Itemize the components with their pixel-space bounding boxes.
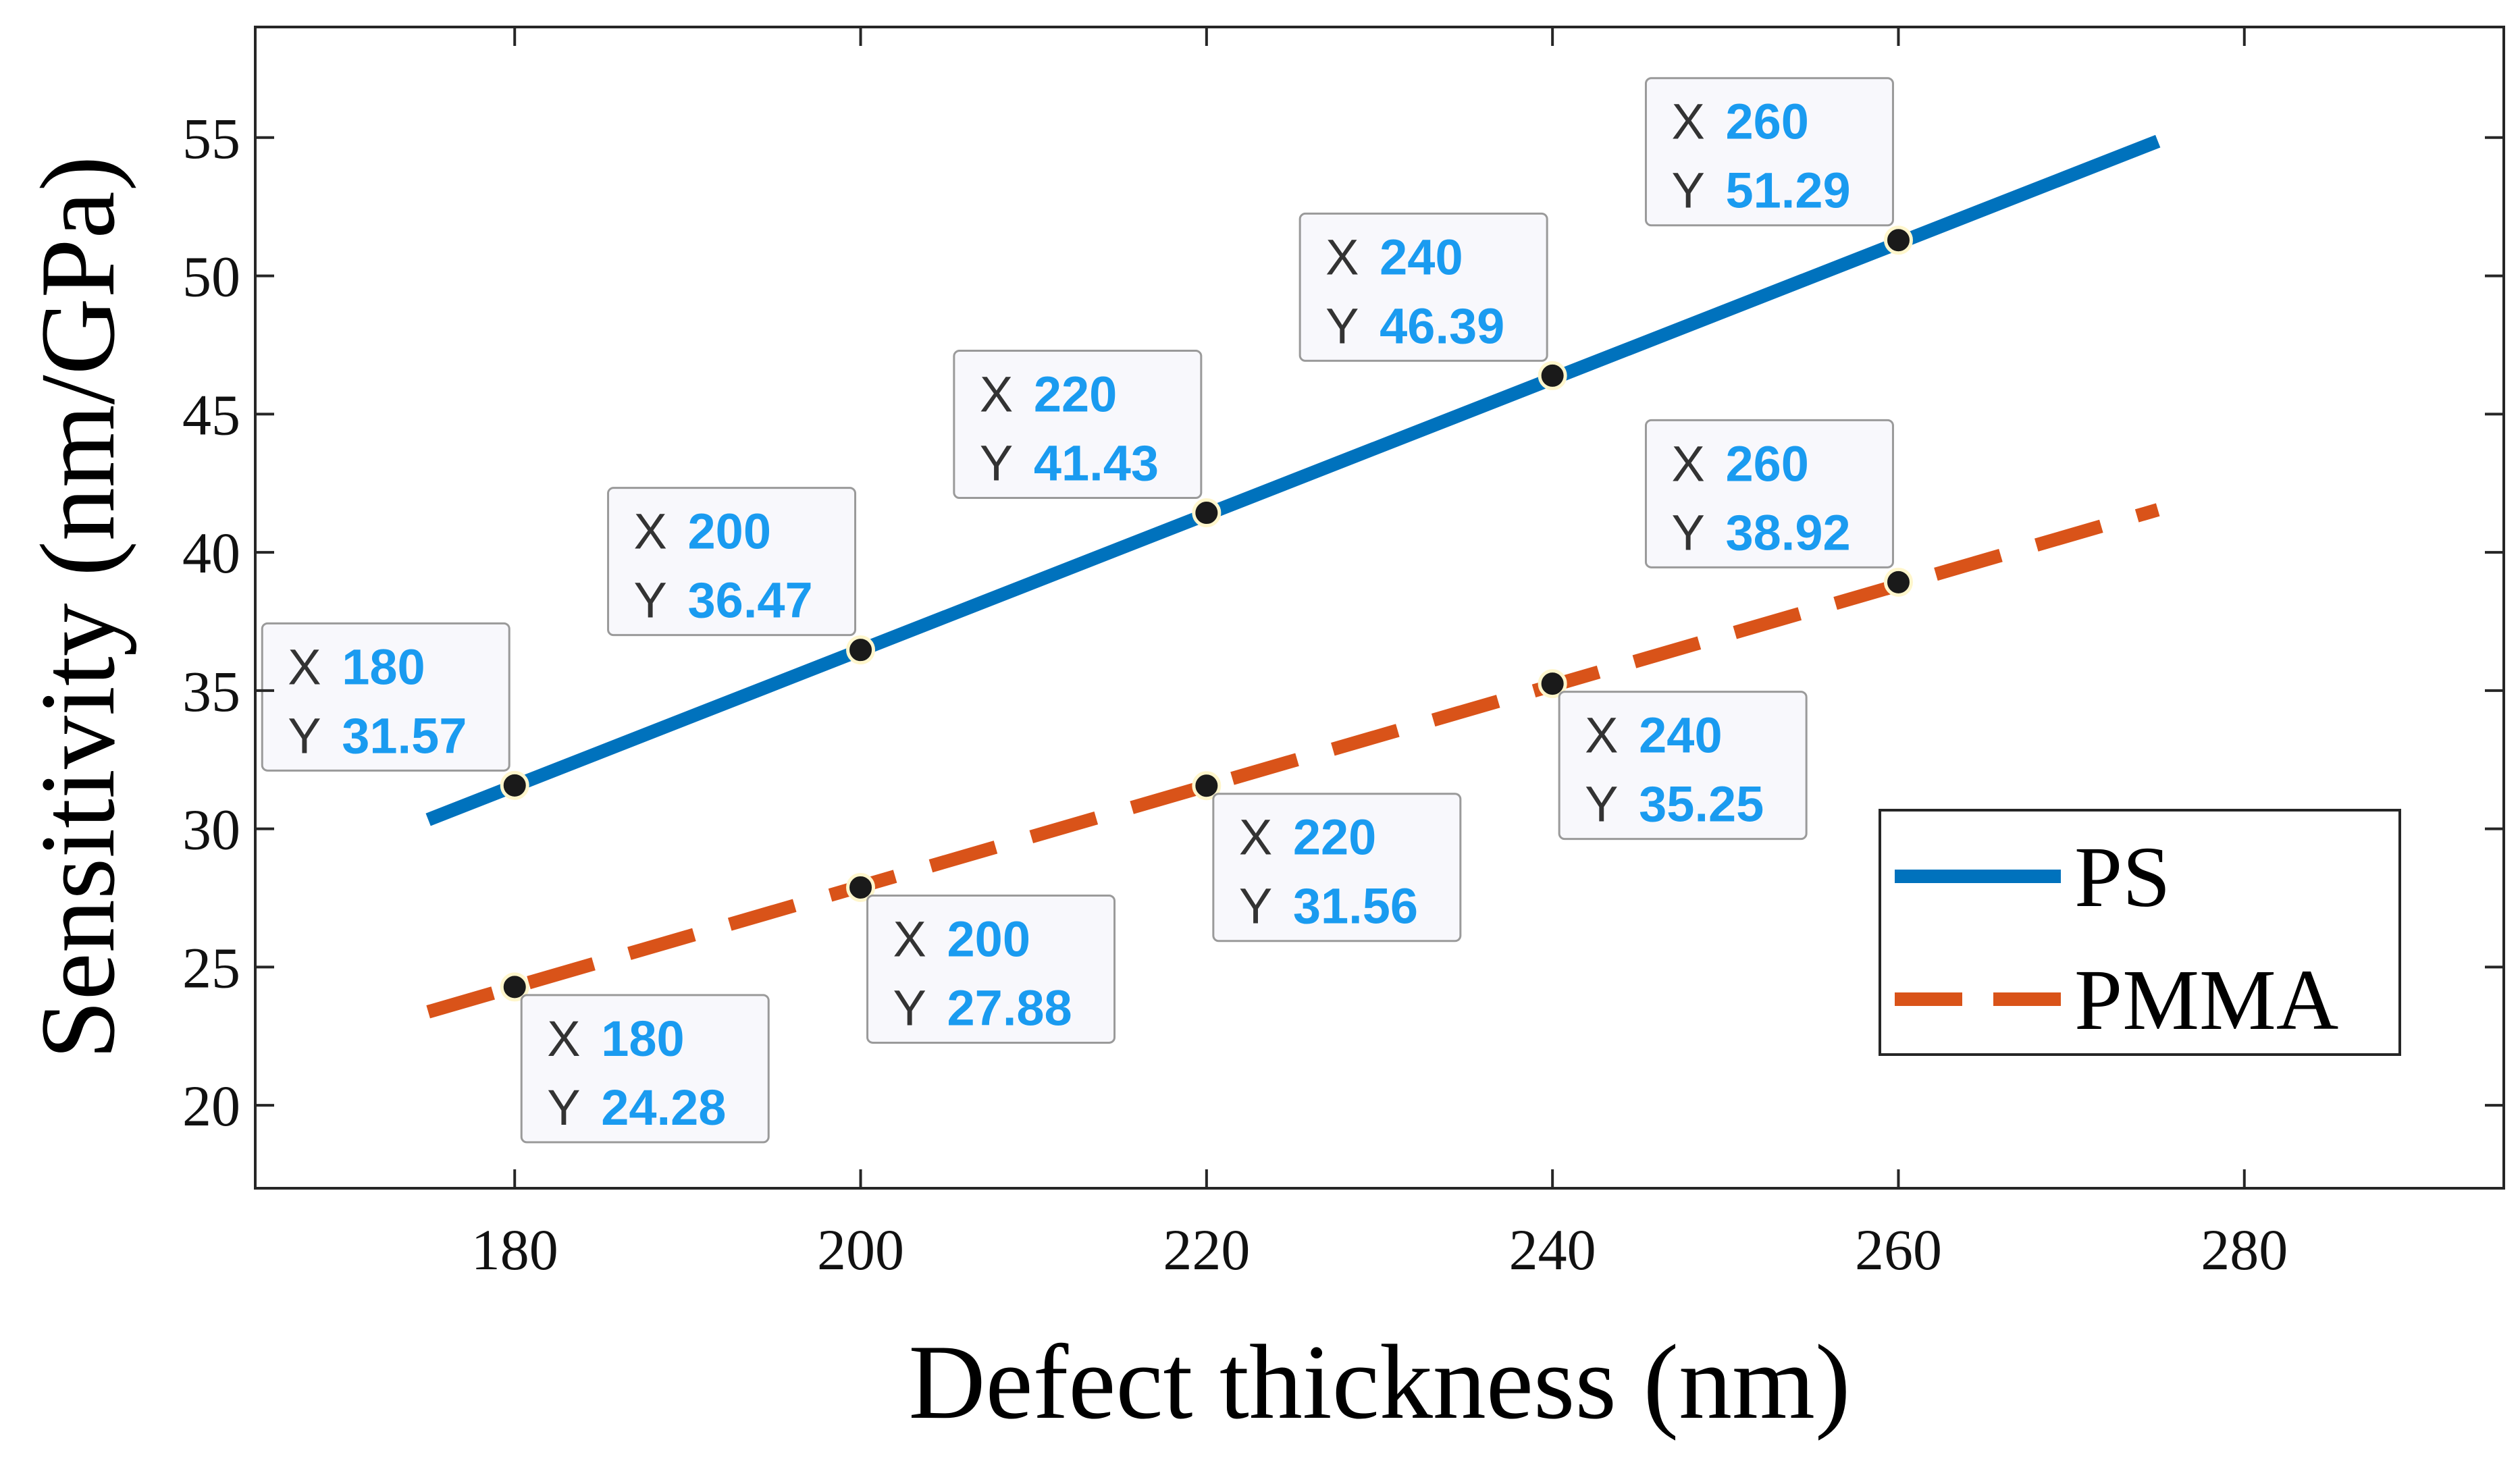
datatip-pmma: X 220 Y 31.56 [1212,793,1462,942]
datatip-box [520,994,770,1144]
datatip-y-value: 38.92 [1725,504,1850,560]
datatip-y-value: 31.57 [342,708,467,764]
series-line-ps [425,134,2161,826]
datatip-y-value: 51.29 [1725,163,1850,219]
datatip-box [1558,691,1808,841]
y-tick-label: 40 [182,521,240,585]
datatip-x-key: X [1325,229,1359,285]
datatip-y-value: 46.39 [1380,298,1504,354]
marker-layer [500,225,1913,1002]
datatip-box [866,894,1116,1044]
plot-area [254,26,2505,1190]
x-tick-label: 180 [471,1217,558,1282]
series-line-pmma [426,503,2160,1019]
datatip-y-key: Y [1325,298,1359,354]
datatip-ps: X 180 Y 31.57 [261,622,510,772]
datatip-pmma: X 240 Y 35.25 [1558,691,1808,841]
datatip-x-value: 220 [1293,809,1376,866]
datatip-box [1212,793,1462,942]
datatip-x-value: 200 [947,911,1030,967]
datatip-y-value: 31.56 [1293,878,1418,934]
x-tick-label: 200 [817,1217,904,1282]
datatip-ps: X 200 Y 36.47 [607,487,857,637]
datatip-y-key: Y [1585,776,1618,832]
datatip-y-key: Y [288,708,321,764]
datatip-x-key: X [288,639,321,695]
datatip-ps: X 260 Y 51.29 [1644,77,1894,227]
legend-box [1879,809,2401,1056]
data-point-ps [1192,498,1222,528]
datatip-ps: X 240 Y 46.39 [1298,212,1548,362]
legend: PS PMMA [1879,809,2401,1056]
datatip-y-value: 36.47 [688,573,813,629]
data-point-ps [500,770,529,800]
datatip-x-key: X [893,911,926,967]
data-point-ps [1883,225,1913,255]
datatip-ps: X 220 Y 41.43 [953,350,1203,500]
legend-label-ps: PS [2074,829,2170,925]
datatip-y-value: 27.88 [947,980,1072,1036]
datatip-x-key: X [1671,94,1704,150]
y-tick-label: 25 [182,935,240,1000]
datatip-pmma: X 200 Y 27.88 [866,894,1116,1044]
y-tick-label: 35 [182,659,240,724]
datatip-y-key: Y [634,573,667,629]
data-point-pmma [1883,567,1913,597]
axes-box [254,26,2505,1190]
datatip-x-value: 240 [1639,708,1722,764]
datatip-y-key: Y [1671,163,1704,219]
x-tick-label: 280 [2201,1217,2288,1282]
axis-layer: 180 200 220 240 260 280 20 25 30 35 40 45 50 55 Defect… [19,27,2504,1441]
datatip-y-value: 24.28 [601,1080,726,1136]
x-tick-label: 220 [1163,1217,1250,1282]
data-point-ps [846,635,876,665]
datatip-x-key: X [1239,809,1272,866]
datatip-x-value: 260 [1725,94,1808,150]
datatip-y-value: 41.43 [1034,435,1159,492]
y-tick-label: 20 [182,1073,240,1138]
legend-label-pmma: PMMA [2074,952,2338,1048]
datatip-y-key: Y [1239,878,1272,934]
datatip-pmma: X 180 Y 24.28 [520,994,770,1144]
x-tick-label: 260 [1855,1217,1942,1282]
datatip-box [1298,212,1548,362]
y-tick-label: 50 [182,244,240,309]
datatip-x-value: 180 [342,639,425,695]
y-tick-label: 45 [182,382,240,447]
datatip-y-key: Y [547,1080,580,1136]
datatip-box [1644,419,1894,568]
datatip-x-value: 260 [1725,435,1808,492]
datatip-x-value: 240 [1380,229,1463,285]
datatip-y-key: Y [893,980,926,1036]
data-point-pmma [846,872,876,902]
datatip-x-value: 200 [688,504,771,560]
datatip-box [607,487,857,637]
datatip-x-key: X [980,367,1013,423]
data-point-ps [1538,361,1567,390]
datatip-y-key: Y [980,435,1013,492]
datatip-x-value: 180 [601,1011,684,1067]
datatip-x-key: X [1585,708,1618,764]
y-tick-label: 55 [182,106,240,171]
datatip-box [953,350,1203,500]
datatip-x-key: X [1671,435,1704,492]
datatip-x-key: X [547,1011,580,1067]
datatip-y-value: 35.25 [1639,776,1764,832]
datatip-box [1644,77,1894,227]
datatip-x-key: X [634,504,667,560]
datatip-layer: X 180 Y 31.57 X 200 Y 36.47 X 220 Y 41.43 X 240 Y 46.39… [261,77,1894,1144]
data-point-pmma [500,972,529,1002]
y-tick-label: 30 [182,797,240,862]
datatip-x-value: 220 [1034,367,1117,423]
datatip-box [261,622,510,772]
y-axis-title: Sensitivity (nm/GPa) [19,156,137,1060]
data-point-pmma [1538,669,1567,699]
x-axis-title: Defect thickness (nm) [908,1323,1850,1441]
datatip-pmma: X 260 Y 38.92 [1644,419,1894,568]
x-tick-label: 240 [1509,1217,1596,1282]
data-point-pmma [1192,771,1222,801]
series-layer [425,134,2161,1019]
datatip-y-key: Y [1671,504,1704,560]
